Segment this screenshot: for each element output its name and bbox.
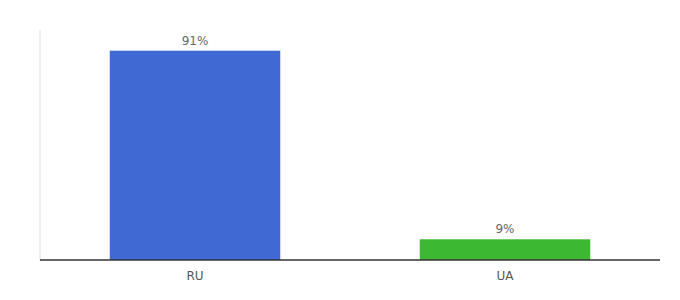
x-tick-label: RU xyxy=(186,269,203,283)
x-axis-line xyxy=(40,259,660,261)
y-axis-line xyxy=(40,30,41,260)
chart-container: 91% RU 9% UA xyxy=(0,0,680,300)
labels: 91% RU 9% UA xyxy=(182,34,515,283)
bar xyxy=(110,51,281,260)
data-label: 9% xyxy=(495,222,514,236)
bar xyxy=(420,239,591,260)
data-label: 91% xyxy=(182,34,209,48)
chart: 91% RU 9% UA xyxy=(0,0,680,300)
bars xyxy=(110,51,591,260)
x-tick-label: UA xyxy=(497,269,515,283)
